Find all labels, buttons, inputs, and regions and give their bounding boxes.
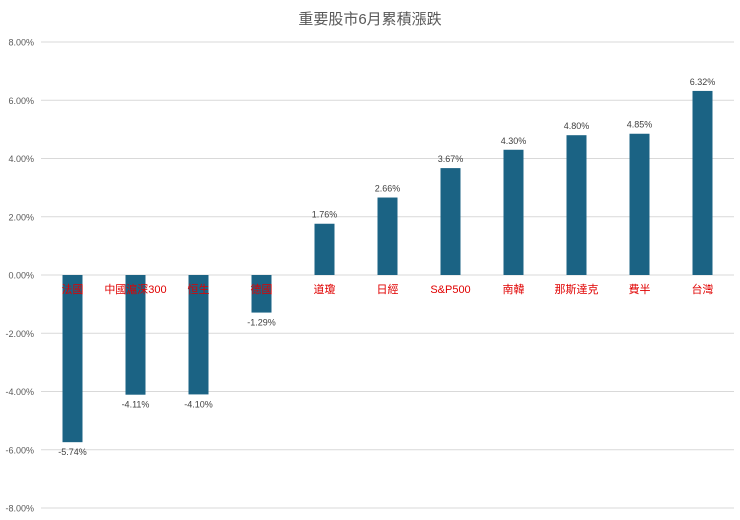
y-tick-label: 0.00% [8,271,34,281]
bar [566,135,587,275]
bar [125,275,146,395]
data-label: 4.85% [627,120,653,130]
data-label: -1.29% [247,318,276,328]
category-label: 南韓 [503,283,525,296]
bar [62,275,83,443]
category-label: 恒生 [188,282,210,296]
bar [503,149,524,275]
data-label: 6.32% [690,77,716,87]
bar [629,133,650,275]
data-label: 4.80% [564,121,590,131]
bar [440,168,461,275]
y-tick-label: -6.00% [5,445,34,455]
y-tick-label: -8.00% [5,504,34,514]
category-label: 道瓊 [314,282,336,296]
category-label: 費半 [629,282,651,296]
category-label: 日經 [377,282,399,296]
category-label: 德國 [251,282,273,296]
data-label: -4.10% [184,399,213,409]
y-tick-label: 6.00% [8,96,34,106]
chart-title: 重要股市6月累積漲跌 [298,11,442,28]
y-tick-label: 2.00% [8,212,34,222]
data-label: -4.11% [122,400,150,410]
category-label: S&P500 [430,284,470,296]
data-label: 3.67% [438,154,464,164]
data-label: -5.74% [58,447,87,457]
category-label: 法國 [62,282,84,296]
y-tick-label: -4.00% [5,387,34,397]
data-label: 1.76% [312,210,338,220]
category-label: 台灣 [692,282,714,296]
bar [188,275,209,395]
data-label: 4.30% [501,136,527,146]
data-label: 2.66% [375,184,401,194]
bar [692,90,713,276]
y-tick-label: 8.00% [8,38,34,48]
y-tick-label: -2.00% [5,329,34,339]
category-label: 中國滬深300 [104,282,166,296]
bar [251,275,272,313]
category-label: 那斯達克 [555,283,599,296]
bar [377,197,398,275]
bar [314,223,335,275]
y-tick-label: 4.00% [8,154,34,164]
